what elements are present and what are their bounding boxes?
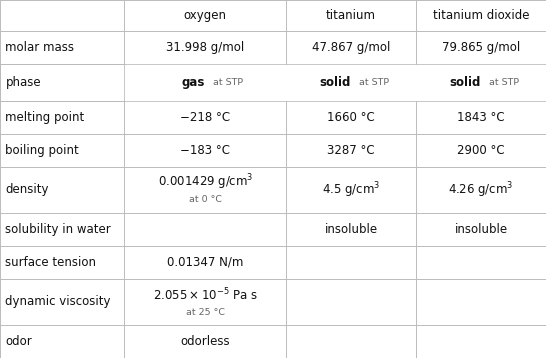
Bar xyxy=(417,65,545,100)
Text: 4.26 g/cm$^3$: 4.26 g/cm$^3$ xyxy=(448,180,514,199)
Text: −183 °C: −183 °C xyxy=(180,144,230,157)
Text: at STP: at STP xyxy=(466,86,496,95)
Text: boiling point: boiling point xyxy=(5,144,79,157)
Text: 0.001429 g/cm$^3$: 0.001429 g/cm$^3$ xyxy=(158,173,253,192)
Text: odor: odor xyxy=(5,335,32,348)
Text: at 25 °C: at 25 °C xyxy=(186,308,225,316)
Text: oxygen: oxygen xyxy=(184,9,227,22)
Text: 0.01347 N/m: 0.01347 N/m xyxy=(167,256,244,269)
Text: 4.5 g/cm$^3$: 4.5 g/cm$^3$ xyxy=(322,180,380,199)
Text: titanium dioxide: titanium dioxide xyxy=(433,9,529,22)
Text: solid: solid xyxy=(450,76,481,89)
Text: insoluble: insoluble xyxy=(454,223,508,236)
Text: 1660 °C: 1660 °C xyxy=(327,111,375,124)
Text: density: density xyxy=(5,183,49,196)
Text: molar mass: molar mass xyxy=(5,41,74,54)
Text: at STP: at STP xyxy=(353,78,389,87)
Text: at STP: at STP xyxy=(190,86,221,95)
Text: 47.867 g/mol: 47.867 g/mol xyxy=(312,41,390,54)
Text: 31.998 g/mol: 31.998 g/mol xyxy=(166,41,245,54)
Text: gas: gas xyxy=(182,76,205,89)
Text: 3287 °C: 3287 °C xyxy=(327,144,375,157)
Text: surface tension: surface tension xyxy=(5,256,97,269)
Text: melting point: melting point xyxy=(5,111,85,124)
Text: solubility in water: solubility in water xyxy=(5,223,111,236)
Text: solid: solid xyxy=(320,76,351,89)
Text: $2.055\times10^{-5}$ Pa s: $2.055\times10^{-5}$ Pa s xyxy=(153,286,258,303)
Text: gas: gas xyxy=(194,70,217,83)
Text: solid: solid xyxy=(335,70,367,83)
Text: 1843 °C: 1843 °C xyxy=(457,111,505,124)
Text: at 0 °C: at 0 °C xyxy=(189,195,222,204)
Text: at STP: at STP xyxy=(483,78,519,87)
Bar xyxy=(125,65,286,100)
Text: dynamic viscosity: dynamic viscosity xyxy=(5,295,111,308)
Text: phase: phase xyxy=(5,76,41,89)
Text: solid: solid xyxy=(465,70,497,83)
Text: 79.865 g/mol: 79.865 g/mol xyxy=(442,41,520,54)
Text: 2900 °C: 2900 °C xyxy=(457,144,505,157)
Bar xyxy=(287,65,416,100)
Text: titanium: titanium xyxy=(326,9,376,22)
Text: −218 °C: −218 °C xyxy=(180,111,230,124)
Text: at STP: at STP xyxy=(207,78,243,87)
Text: odorless: odorless xyxy=(181,335,230,348)
Text: at STP: at STP xyxy=(336,86,366,95)
Text: insoluble: insoluble xyxy=(324,223,378,236)
